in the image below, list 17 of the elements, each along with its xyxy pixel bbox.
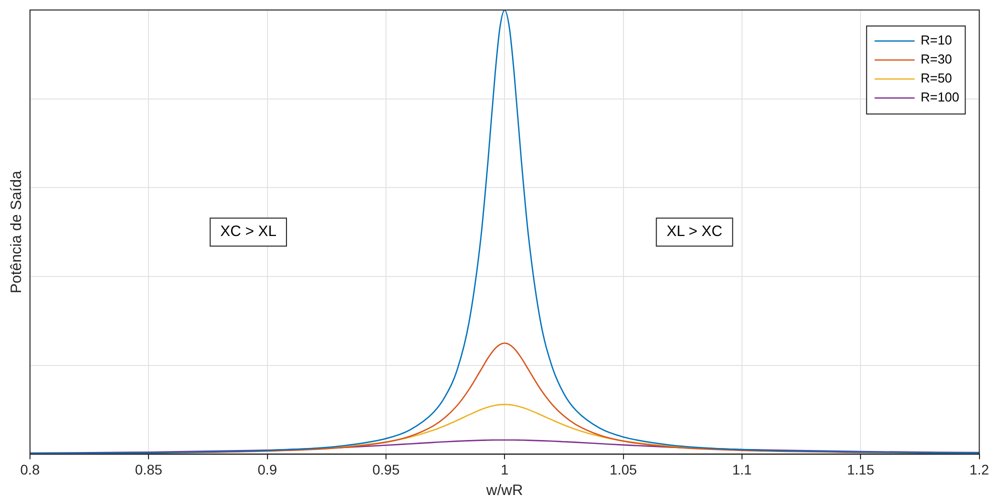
x-tick-label: 0.9 (258, 461, 278, 478)
annotation: XL > XC (666, 223, 723, 240)
x-tick-label: 1.05 (610, 461, 638, 478)
legend-label: R=30 (920, 52, 952, 67)
legend-label: R=50 (920, 70, 952, 86)
x-tick-label: 1.1 (732, 461, 752, 478)
legend-label: R=10 (920, 32, 952, 48)
annotation: XC > XL (220, 223, 276, 240)
x-axis-title: w/wR (485, 482, 524, 500)
x-tick-label: 0.95 (372, 461, 400, 478)
y-axis-title: Potência de Saída (8, 170, 26, 294)
x-tick-label: 0.85 (135, 461, 162, 478)
legend-label: R=100 (920, 90, 960, 105)
x-tick-label: 1.15 (846, 461, 874, 478)
x-tick-label: 1 (500, 461, 509, 478)
x-tick-label: 0.8 (20, 461, 40, 478)
x-tick-label: 1.2 (970, 461, 990, 478)
